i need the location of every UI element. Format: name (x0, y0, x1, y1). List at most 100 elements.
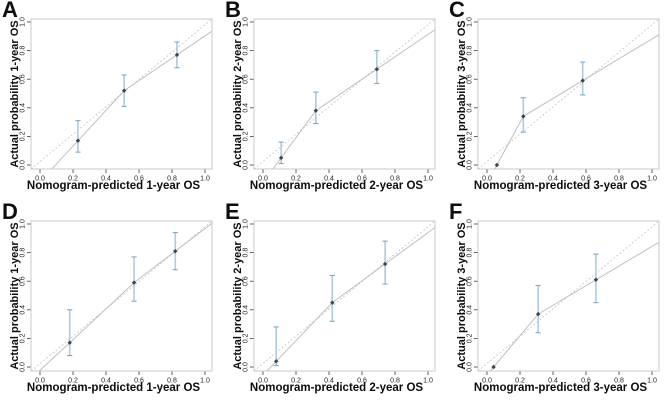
svg-text:0.0: 0.0 (243, 160, 250, 170)
svg-text:1.0: 1.0 (20, 219, 27, 229)
data-points (274, 261, 388, 364)
svg-text:0.6: 0.6 (134, 176, 144, 183)
svg-text:0.8: 0.8 (614, 378, 624, 385)
svg-text:0.2: 0.2 (68, 176, 78, 183)
svg-text:1.0: 1.0 (243, 17, 250, 27)
svg-text:0.4: 0.4 (243, 103, 250, 113)
svg-text:0.6: 0.6 (134, 378, 144, 385)
ideal-reference-line (253, 220, 436, 372)
svg-text:0.4: 0.4 (548, 176, 558, 183)
svg-text:0.2: 0.2 (68, 378, 78, 385)
confidence-interval-bars (75, 41, 180, 153)
calibration-plot-3yr-f: 0.0 0.2 0.4 0.6 0.8 1.0 0.0 0.2 0.4 0.6 0.8 1.0 (467, 219, 660, 385)
svg-text:0.0: 0.0 (35, 176, 45, 183)
svg-text:0.4: 0.4 (101, 176, 111, 183)
calibration-line (266, 226, 435, 371)
svg-text:0.4: 0.4 (243, 305, 250, 315)
svg-text:0.6: 0.6 (467, 74, 474, 84)
svg-text:0.2: 0.2 (243, 131, 250, 141)
x-axis-ticks: 0.0 0.2 0.4 0.6 0.8 1.0 (258, 371, 433, 385)
svg-text:0.0: 0.0 (467, 160, 474, 170)
svg-text:0.8: 0.8 (243, 248, 250, 258)
svg-text:0.6: 0.6 (581, 378, 591, 385)
svg-text:0.6: 0.6 (357, 176, 367, 183)
panel-b: B Actual probability 2-year OS 0.0 0.2 0.4… (223, 0, 446, 202)
confidence-interval-bars (535, 253, 599, 334)
panel-letter: F (449, 199, 463, 224)
svg-text:0.2: 0.2 (467, 333, 474, 343)
confidence-interval-bars (273, 240, 388, 367)
svg-text:0.4: 0.4 (548, 378, 558, 385)
calibration-plot-1yr-a: 0.0 0.2 0.4 0.6 0.8 1.0 0.0 0.2 0.4 0.6 0.8 1.0 (20, 17, 213, 183)
svg-text:0.4: 0.4 (20, 103, 27, 113)
svg-text:0.0: 0.0 (482, 378, 492, 385)
svg-text:0.0: 0.0 (258, 176, 268, 183)
svg-text:0.8: 0.8 (243, 46, 250, 56)
svg-text:0.6: 0.6 (581, 176, 591, 183)
plot-box (30, 18, 213, 170)
svg-text:1.0: 1.0 (647, 378, 657, 385)
svg-text:0.2: 0.2 (291, 176, 301, 183)
x-axis-label: Nomogram-predicted 2-year OS (249, 382, 424, 394)
plot-box (30, 220, 213, 372)
calibration-plot-1yr-d: 0.0 0.2 0.4 0.6 0.8 1.0 0.0 0.2 0.4 0.6 0.8 1.0 (20, 219, 213, 385)
y-axis-ticks: 0.0 0.2 0.4 0.6 0.8 1.0 (20, 219, 31, 372)
data-points (67, 248, 178, 345)
panel-c: C Actual probability 3-year OS 0.0 0.2 0.4… (447, 0, 670, 202)
svg-text:0.4: 0.4 (324, 378, 334, 385)
svg-text:0.6: 0.6 (20, 276, 27, 286)
svg-text:0.8: 0.8 (390, 176, 400, 183)
svg-text:0.4: 0.4 (467, 305, 474, 315)
panel-letter: D (2, 199, 18, 224)
svg-text:1.0: 1.0 (423, 378, 433, 385)
svg-text:0.6: 0.6 (467, 276, 474, 286)
panel-a: A Actual probability 1-year OS 0.0 0.2 0.4… (0, 0, 223, 202)
svg-text:0.8: 0.8 (20, 248, 27, 258)
x-axis-ticks: 0.0 0.2 0.4 0.6 0.8 1.0 (258, 169, 433, 183)
panel-d: D Actual probability 1-year OS 0.0 0.2 0.4… (0, 199, 223, 404)
svg-text:0.2: 0.2 (515, 378, 525, 385)
svg-text:0.6: 0.6 (243, 276, 250, 286)
svg-text:0.6: 0.6 (357, 378, 367, 385)
ideal-reference-line (253, 18, 436, 170)
plot-box (253, 18, 436, 170)
calibration-plot-2yr-b: 0.0 0.2 0.4 0.6 0.8 1.0 0.0 0.2 0.4 0.6 0.8 1.0 (243, 17, 436, 183)
svg-text:0.2: 0.2 (20, 131, 27, 141)
svg-text:0.8: 0.8 (467, 46, 474, 56)
svg-text:0.0: 0.0 (243, 362, 250, 372)
svg-text:1.0: 1.0 (243, 219, 250, 229)
svg-text:0.2: 0.2 (243, 333, 250, 343)
x-axis-label: Nomogram-predicted 3-year OS (473, 382, 648, 394)
svg-text:0.2: 0.2 (20, 333, 27, 343)
confidence-interval-bars (520, 61, 586, 133)
y-axis-ticks: 0.0 0.2 0.4 0.6 0.8 1.0 (243, 17, 254, 170)
data-points (491, 277, 599, 370)
calibration-line (494, 34, 659, 169)
calibration-line (489, 241, 659, 371)
svg-text:0.2: 0.2 (515, 176, 525, 183)
svg-text:0.8: 0.8 (390, 378, 400, 385)
svg-text:0.4: 0.4 (20, 305, 27, 315)
y-axis-ticks: 0.0 0.2 0.4 0.6 0.8 1.0 (467, 219, 478, 372)
svg-text:1.0: 1.0 (467, 219, 474, 229)
svg-text:0.0: 0.0 (20, 160, 27, 170)
panel-letter: E (225, 199, 240, 224)
svg-text:0.6: 0.6 (243, 74, 250, 84)
svg-text:0.4: 0.4 (101, 378, 111, 385)
svg-text:1.0: 1.0 (423, 176, 433, 183)
plot-box (477, 220, 660, 372)
x-axis-label: Nomogram-predicted 1-year OS (26, 180, 201, 192)
calibration-line (38, 222, 212, 371)
panel-letter: B (225, 0, 241, 22)
svg-text:0.8: 0.8 (467, 248, 474, 258)
svg-text:1.0: 1.0 (467, 17, 474, 27)
y-axis-ticks: 0.0 0.2 0.4 0.6 0.8 1.0 (20, 17, 31, 170)
svg-text:0.4: 0.4 (324, 176, 334, 183)
x-axis-label: Nomogram-predicted 2-year OS (249, 180, 424, 192)
calibration-plot-2yr-e: 0.0 0.2 0.4 0.6 0.8 1.0 0.0 0.2 0.4 0.6 0.8 1.0 (243, 219, 436, 385)
x-axis-ticks: 0.0 0.2 0.4 0.6 0.8 1.0 (482, 169, 657, 183)
calibration-plot-3yr-c: 0.0 0.2 0.4 0.6 0.8 1.0 0.0 0.2 0.4 0.6 0.8 1.0 (467, 17, 660, 183)
ideal-reference-line (30, 220, 213, 372)
svg-text:0.8: 0.8 (614, 176, 624, 183)
ideal-reference-line (477, 18, 660, 170)
